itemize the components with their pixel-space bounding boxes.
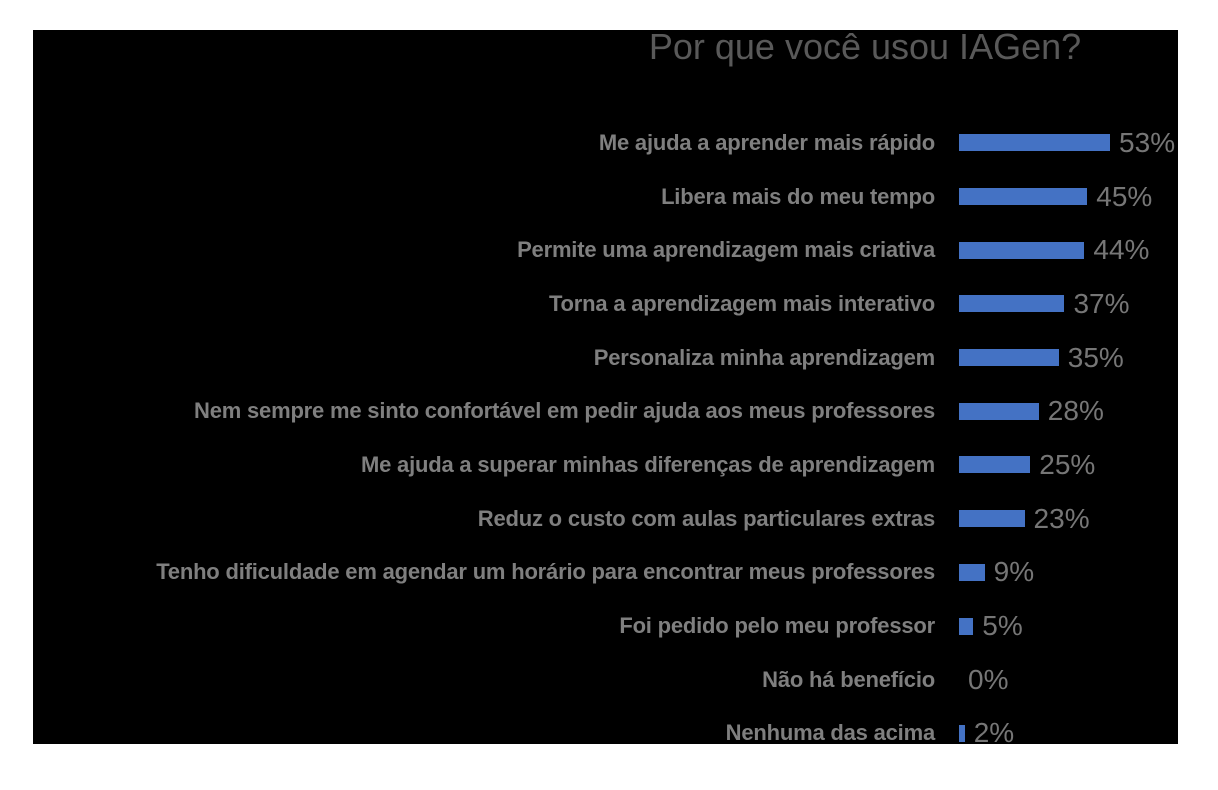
- bar-area: 37%: [959, 288, 1129, 320]
- category-label: Permite uma aprendizagem mais criativa: [517, 237, 935, 263]
- bar-area: 53%: [959, 127, 1175, 159]
- bar-area: 25%: [959, 449, 1095, 481]
- chart-row: Nenhuma das acima 2%: [33, 707, 1178, 744]
- value-label: 9%: [993, 556, 1035, 588]
- value-label: 45%: [1096, 180, 1153, 212]
- category-label: Nenhuma das acima: [725, 720, 936, 744]
- chart-row: Torna a aprendizagem mais interativo 37%: [33, 277, 1178, 331]
- chart-row: Permite uma aprendizagem mais criativa 44…: [33, 223, 1178, 277]
- bar-area: 35%: [959, 342, 1124, 374]
- chart-row: Me ajuda a superar minhas diferenças de …: [33, 438, 1178, 492]
- bar: [959, 402, 1039, 420]
- category-label: Foi pedido pelo meu professor: [619, 613, 935, 639]
- bar-area: 9%: [959, 556, 1034, 588]
- category-label: Torna a aprendizagem mais interativo: [548, 290, 935, 316]
- chart-row: Personaliza minha aprendizagem 35%: [33, 331, 1178, 385]
- value-label: 23%: [1033, 502, 1090, 534]
- bar: [959, 617, 974, 635]
- category-label: Personaliza minha aprendizagem: [593, 344, 935, 370]
- bar: [959, 349, 1059, 367]
- value-label: 35%: [1067, 341, 1124, 373]
- value-label: 0%: [968, 663, 1009, 695]
- bar: [959, 241, 1085, 259]
- chart-area: Por que você usou IAGen? Me ajuda a apre…: [33, 30, 1178, 744]
- category-label: Tenho dificuldade em agendar um horário …: [156, 559, 935, 585]
- bar: [959, 563, 985, 581]
- value-label: 25%: [1039, 448, 1096, 480]
- chart-title: Por que você usou IAGen?: [648, 30, 1082, 67]
- category-label: Não há benefício: [762, 666, 935, 692]
- chart-row: Foi pedido pelo meu professor 5%: [33, 599, 1178, 653]
- category-label: Me ajuda a superar minhas diferenças de …: [360, 451, 935, 477]
- bar-area: 0%: [959, 664, 1008, 696]
- category-label: Nem sempre me sinto confortável em pedir…: [194, 398, 935, 424]
- bar: [959, 510, 1025, 528]
- chart-row: Tenho dificuldade em agendar um horário …: [33, 546, 1178, 600]
- chart-row: Nem sempre me sinto confortável em pedir…: [33, 384, 1178, 438]
- bar: [959, 188, 1088, 206]
- value-label: 28%: [1047, 395, 1104, 427]
- category-label: Me ajuda a aprender mais rápido: [598, 129, 935, 155]
- bar-rows: Me ajuda a aprender mais rápido 53% Libera…: [33, 116, 1178, 744]
- bar-area: 2%: [959, 717, 1014, 744]
- chart-row: Libera mais do meu tempo 45%: [33, 170, 1178, 224]
- bar-area: 5%: [959, 610, 1023, 642]
- value-label: 2%: [973, 717, 1015, 744]
- chart-row: Me ajuda a aprender mais rápido 53%: [33, 116, 1178, 170]
- bar-area: 44%: [959, 234, 1149, 266]
- bar: [959, 134, 1111, 152]
- chart-row: Não há benefício 0%: [33, 653, 1178, 707]
- bar: [959, 295, 1065, 313]
- category-label: Reduz o custo com aulas particulares ext…: [477, 505, 935, 531]
- bar-area: 45%: [959, 181, 1152, 213]
- value-label: 5%: [982, 610, 1023, 642]
- value-label: 44%: [1093, 234, 1150, 266]
- bar: [959, 724, 965, 742]
- chart-row: Reduz o custo com aulas particulares ext…: [33, 492, 1178, 546]
- bar-area: 28%: [959, 395, 1104, 427]
- bar-area: 23%: [959, 503, 1090, 535]
- bar: [959, 456, 1031, 474]
- category-label: Libera mais do meu tempo: [661, 183, 935, 209]
- value-label: 37%: [1073, 287, 1130, 319]
- value-label: 53%: [1119, 126, 1176, 158]
